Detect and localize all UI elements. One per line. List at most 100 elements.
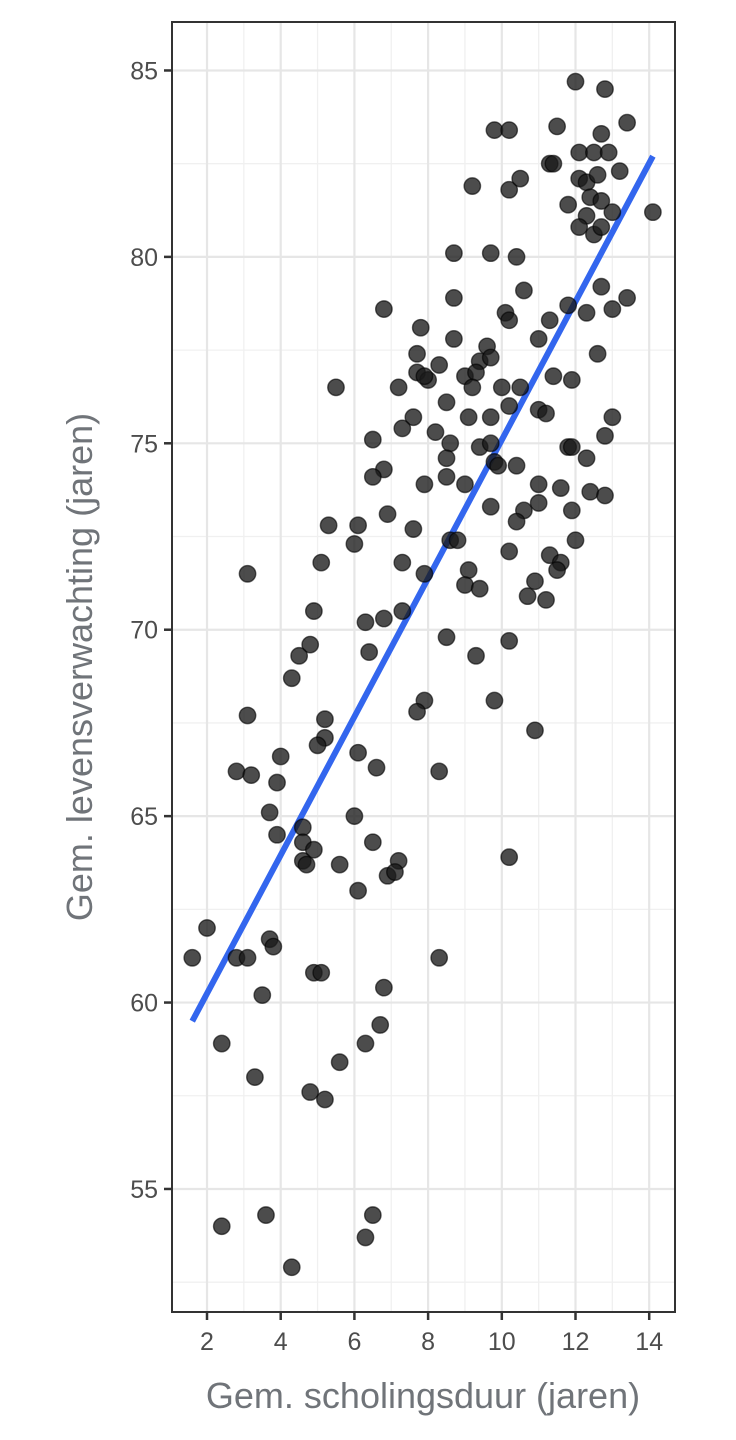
data-point — [246, 1068, 264, 1087]
data-point — [408, 702, 426, 721]
data-point — [363, 1206, 382, 1224]
data-point — [537, 404, 555, 423]
y-tick-label: 55 — [130, 1176, 158, 1204]
data-point — [559, 195, 578, 214]
data-point — [308, 736, 327, 755]
data-point — [408, 344, 426, 363]
data-point — [389, 378, 408, 397]
data-point — [618, 288, 636, 307]
data-point — [500, 397, 519, 415]
data-point — [559, 296, 578, 315]
data-point — [643, 203, 662, 222]
data-point — [404, 408, 423, 427]
data-point — [437, 628, 456, 647]
data-point — [470, 579, 489, 598]
data-point — [603, 203, 622, 222]
data-point — [481, 408, 500, 427]
data-point — [537, 590, 555, 609]
data-point — [599, 143, 618, 162]
data-point — [544, 154, 563, 173]
data-point — [356, 1228, 375, 1247]
data-point — [459, 561, 478, 579]
data-point — [330, 855, 349, 874]
data-point — [526, 572, 544, 591]
data-point — [297, 855, 316, 874]
data-point — [551, 479, 570, 497]
data-point — [367, 758, 386, 777]
data-point — [445, 330, 463, 348]
data-point — [570, 218, 589, 236]
data-point — [268, 773, 286, 792]
regression-line — [189, 154, 656, 1023]
data-point — [456, 576, 474, 594]
data-point — [363, 430, 382, 449]
y-tick-label: 85 — [130, 57, 158, 85]
data-point — [529, 330, 548, 348]
data-point — [415, 367, 434, 386]
data-point — [349, 743, 367, 762]
data-point — [349, 881, 367, 900]
data-point — [238, 706, 257, 725]
data-point — [345, 535, 364, 553]
data-point — [437, 467, 456, 486]
data-point — [562, 501, 581, 520]
data-point — [581, 482, 600, 501]
data-point — [610, 162, 629, 181]
data-point — [260, 803, 279, 822]
data-point — [481, 434, 500, 453]
data-point — [456, 475, 474, 494]
data-point — [596, 486, 614, 505]
data-point — [566, 72, 585, 91]
x-axis-ticks: 2 4 6 8 10 12 14 — [200, 1312, 663, 1356]
data-point — [393, 419, 412, 438]
data-point — [529, 494, 548, 512]
data-point — [577, 449, 596, 468]
data-point — [393, 553, 412, 572]
data-point — [319, 516, 338, 535]
data-point — [304, 602, 323, 620]
data-point — [393, 602, 412, 620]
y-tick-label: 75 — [130, 430, 158, 458]
data-point — [386, 863, 404, 881]
data-point — [548, 117, 566, 136]
data-point — [467, 363, 485, 382]
data-point — [371, 1016, 390, 1034]
data-point — [500, 180, 519, 199]
data-point — [592, 277, 611, 296]
x-tick-label: 4 — [274, 1328, 288, 1356]
data-point — [585, 143, 603, 162]
data-point — [463, 378, 482, 397]
data-point — [360, 643, 379, 661]
data-point — [253, 986, 272, 1004]
data-point — [437, 393, 456, 412]
data-point — [437, 449, 456, 468]
data-point — [467, 646, 485, 665]
data-point — [548, 561, 566, 579]
data-point — [544, 367, 563, 386]
data-point — [445, 244, 463, 263]
data-point — [596, 426, 614, 445]
data-point — [562, 438, 581, 456]
data-point — [356, 613, 375, 632]
data-point — [316, 710, 334, 729]
data-point — [529, 475, 548, 494]
data-point — [577, 303, 596, 322]
data-point — [500, 311, 519, 330]
y-tick-label: 80 — [130, 244, 158, 272]
data-point — [349, 516, 367, 535]
data-point — [492, 378, 511, 397]
data-point — [618, 113, 636, 132]
major-gridlines — [172, 22, 675, 1312]
data-point — [374, 978, 393, 997]
data-point — [330, 1053, 349, 1072]
data-point — [304, 840, 323, 859]
data-point — [227, 762, 246, 781]
data-point — [238, 564, 257, 583]
data-point — [430, 948, 449, 967]
data-point — [481, 348, 500, 367]
data-point — [507, 512, 526, 531]
y-axis-ticks: 55 60 65 70 75 80 85 — [130, 57, 172, 1204]
data-point — [507, 247, 526, 266]
data-point — [511, 169, 530, 188]
data-point — [485, 691, 504, 710]
